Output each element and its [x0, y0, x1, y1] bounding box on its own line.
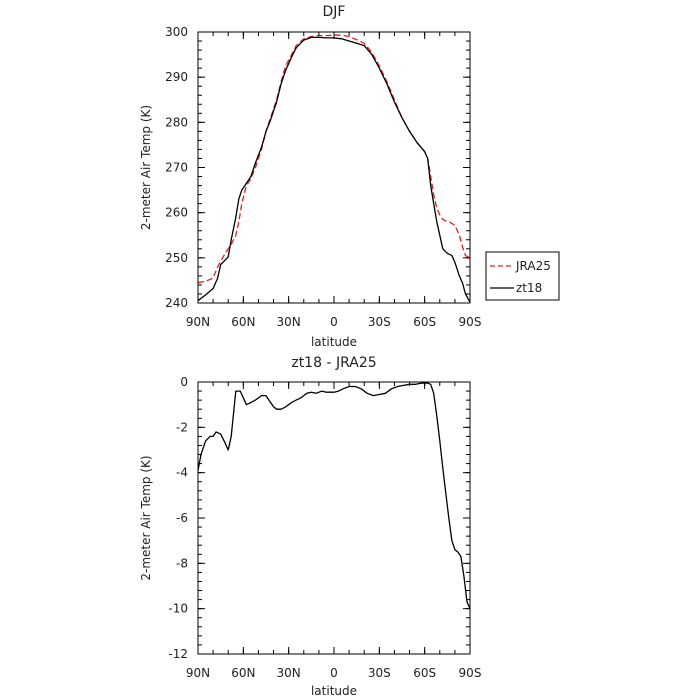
x-tick-label: 30N	[277, 315, 301, 329]
series-line-jra25	[197, 34, 471, 284]
x-tick-label: 90S	[459, 315, 482, 329]
x-axis-title: latitude	[311, 335, 357, 349]
x-tick-label: 60S	[413, 666, 436, 680]
x-tick-label: 0	[330, 666, 338, 680]
y-tick-label: 240	[165, 296, 188, 310]
chart-title: zt18 - JRA25	[291, 355, 376, 371]
y-axis-title: 2-meter Air Temp (K)	[139, 105, 153, 230]
y-tick-label: 260	[165, 206, 188, 220]
legend-box	[485, 251, 560, 301]
panel-2: zt18 - JRA25 -12 -10 -8 -6 -4 -2 0 90N 60N 30N 0 30S…	[139, 355, 481, 698]
x-tick-label: 30S	[368, 666, 391, 680]
y-tick-label: 280	[165, 115, 188, 129]
x-tick-label: 60S	[413, 315, 436, 329]
x-tick-label: 90S	[459, 666, 482, 680]
x-tick-label: 60N	[231, 666, 255, 680]
legend: JRA25 zt18	[485, 251, 560, 301]
x-tick-label: 0	[330, 315, 338, 329]
y-tick-label: 300	[165, 25, 188, 39]
series-line-zt18	[197, 36, 471, 303]
x-axis-title: latitude	[311, 684, 357, 698]
y-tick-label: 290	[165, 70, 188, 84]
y-axis-title: 2-meter Air Temp (K)	[139, 455, 153, 580]
x-tick-label: 90N	[186, 315, 210, 329]
panel-1: DJF 240 250 260 270 280 290 300 90N 60N 30N 0 30S 60S…	[139, 4, 560, 349]
legend-label-zt18: zt18	[516, 281, 542, 295]
y-tick-label: 270	[165, 161, 188, 175]
series-line-difference	[197, 382, 471, 609]
y-tick-label: -8	[176, 556, 188, 570]
x-tick-label: 90N	[186, 666, 210, 680]
plot-frame	[197, 381, 471, 655]
y-tick-label: -2	[176, 420, 188, 434]
y-tick-label: 0	[180, 375, 188, 389]
y-tick-label: -10	[168, 602, 188, 616]
y-tick-label: 250	[165, 251, 188, 265]
x-tick-label: 30N	[277, 666, 301, 680]
y-tick-label: -6	[176, 511, 188, 525]
x-tick-label: 60N	[231, 315, 255, 329]
y-tick-label: -4	[176, 466, 188, 480]
y-tick-label: -12	[168, 647, 188, 661]
x-tick-label: 30S	[368, 315, 391, 329]
chart-title: DJF	[323, 4, 346, 20]
legend-label-jra25: JRA25	[515, 259, 551, 273]
